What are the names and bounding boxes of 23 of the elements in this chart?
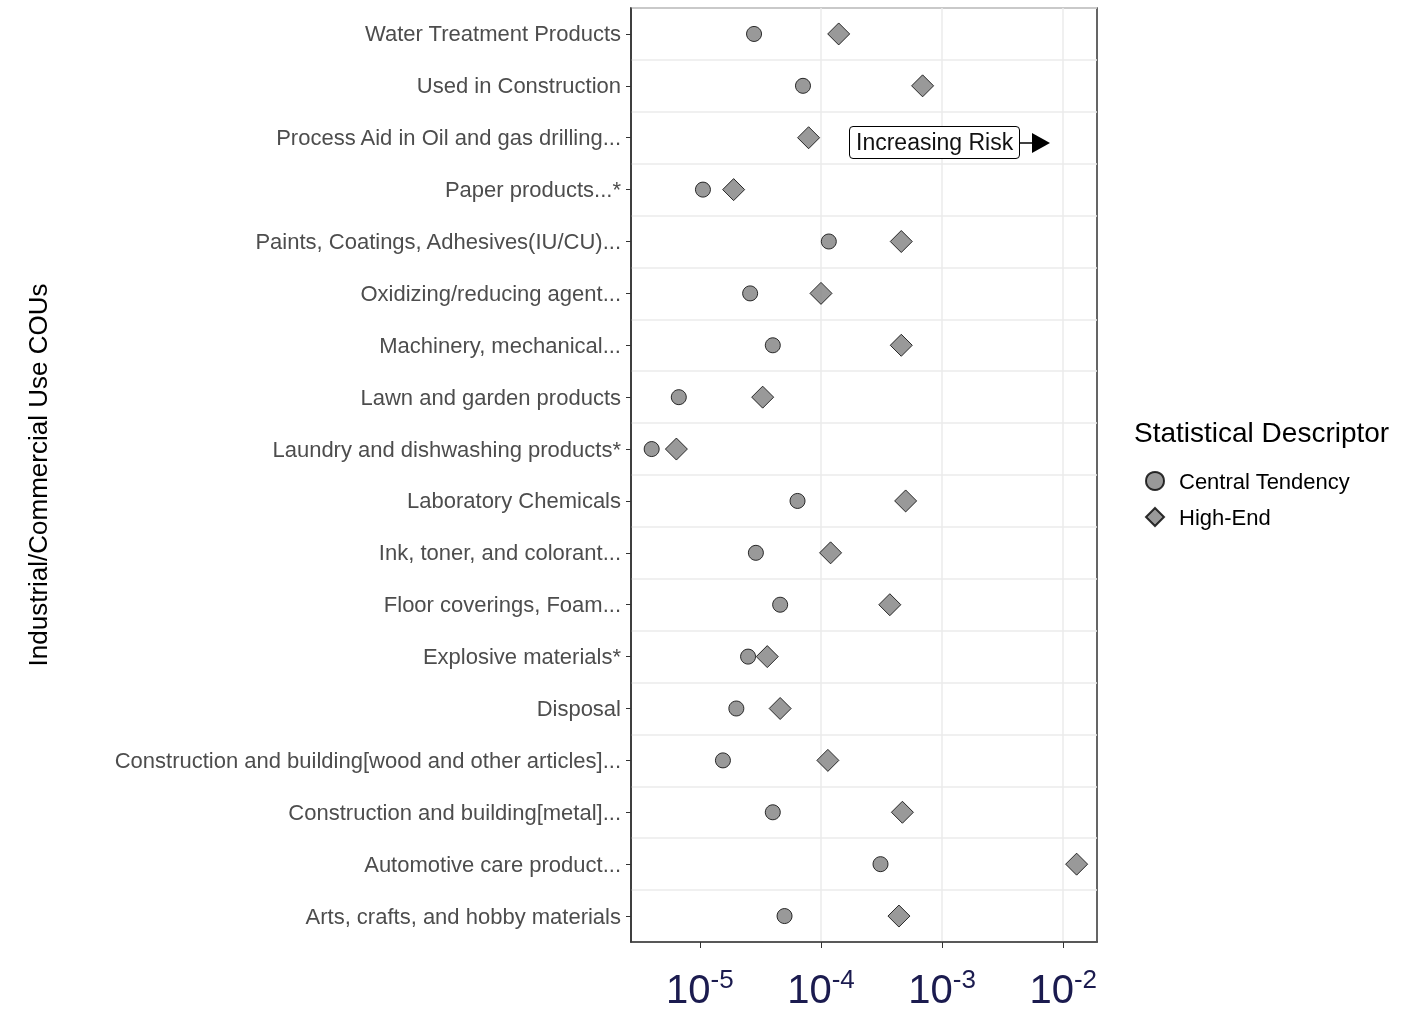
legend-label: High-End [1179,504,1271,530]
annotation: Increasing Risk [849,126,1021,159]
y-axis-title: Industrial/Commercial Use COUs [23,283,53,667]
legend-label: Central Tendency [1179,468,1350,494]
y-tick-label: Construction and building[wood and other articles]... [114,747,621,773]
y-tick-label: Floor coverings, Foam... [383,592,621,618]
y-tick-label: Used in Construction [416,73,621,99]
legend-title: Statistical Descriptor [1134,416,1390,448]
y-tick-label: Arts, crafts, and hobby materials [305,903,621,929]
y-tick-label: Disposal [536,696,621,721]
y-tick-label: Lawn and garden products [360,384,621,410]
y-tick-label: Paints, Coatings, Adhesives(IU/CU)... [255,229,621,254]
y-tick-label: Oxidizing/reducing agent... [360,280,621,306]
y-tick-label: Laboratory Chemicals [407,488,621,514]
y-tick-label: Laundry and dishwashing products* [272,436,622,462]
y-tick-label: Automotive care product... [364,851,621,877]
y-tick-label: Water Treatment Products [365,21,621,47]
y-tick-label: Construction and building[metal]... [288,799,621,825]
y-tick-label: Machinery, mechanical... [379,332,621,358]
y-tick-label: Paper products...* [444,177,622,203]
y-tick-label: Process Aid in Oil and gas drilling... [276,125,621,151]
y-tick-label: Ink, toner, and colorant... [378,540,621,566]
y-tick-label: Explosive materials* [422,644,622,670]
